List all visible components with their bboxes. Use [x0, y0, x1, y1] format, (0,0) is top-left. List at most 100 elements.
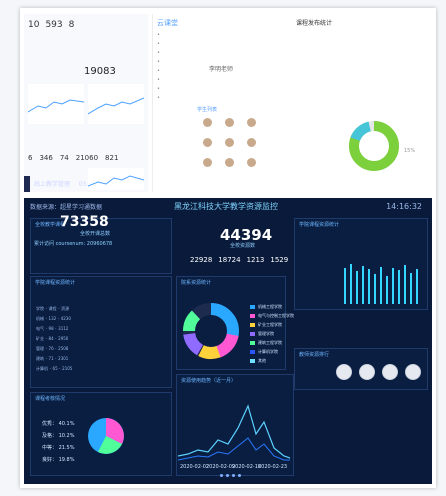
menu-item[interactable]: • [157, 41, 160, 47]
bottom-stat-2: 74 [59, 154, 69, 162]
date-0: 2020-02-02 [180, 464, 210, 470]
pagination-dots[interactable] [220, 474, 241, 477]
center-kpi-value: 44394 [220, 226, 273, 244]
date-fragment: 03.01 [79, 181, 96, 188]
left-kpi-value: 73358 [60, 214, 109, 230]
menu-item[interactable]: • [157, 32, 160, 38]
dark-dashboard: 数据来源：超星学习通数据 黑龙江科技大学教学资源监控 14:16:32 全校教学… [24, 198, 432, 484]
stats-row-bottom: 6 346 74 21060 821 [28, 154, 118, 162]
center-num-3: 1529 [270, 256, 289, 264]
donut-legend: 机械工程学院 电气与控制工程学院 矿业工程学院 管理学院 建筑工程学院 计算机学… [250, 302, 294, 365]
avatar [225, 138, 234, 147]
bar-box: 学院课程资源统计 [294, 218, 428, 310]
mini-chart-1 [27, 84, 85, 124]
pie-chart [88, 418, 124, 454]
menu-item[interactable]: • [157, 50, 160, 56]
pie-title: 课程考核情况 [35, 396, 66, 402]
bottom-stat-3: 21060 [75, 154, 99, 162]
left-kpi-label: 全校教学课程 [35, 222, 66, 228]
legend-item: 计算机学院 [250, 347, 294, 356]
stat-2: 8 [68, 20, 75, 30]
legend-item: 其他 [250, 356, 294, 365]
panel-header: 课程发布统计 [296, 20, 333, 27]
stat-1: 593 [45, 20, 63, 30]
stat-0: 10 [28, 20, 40, 30]
table-row: 矿业 ･ 84 ･ 2950 [36, 336, 69, 341]
bottom-stat-4: 821 [105, 154, 119, 162]
table-preview: 学院 ･ 课程 ･ 资源 机械 ･ 132 ･ 4230 电气 ･ 98 ･ 3… [36, 306, 72, 376]
clock: 14:16:32 [386, 202, 422, 211]
mini-chart-3 [87, 168, 145, 190]
dashboard-topbar: 数据来源：超星学习通数据 黑龙江科技大学教学资源监控 14:16:32 [24, 198, 432, 214]
legend-item: 矿业工程学院 [250, 320, 294, 329]
side-menu: • • • • • • • • [153, 32, 289, 104]
area-chart-icon [27, 99, 85, 113]
avatar [225, 118, 234, 127]
avatar [203, 138, 212, 147]
area-chart-icon [87, 175, 145, 187]
dashboard-title: 黑龙江科技大学教学资源监控 [174, 202, 278, 211]
dashboard-panel-middle: 云课堂 • • • • • • • • 李明老师 学生列表 [152, 14, 289, 192]
pie-label-0: 优秀： 40.1% [42, 421, 75, 427]
table-box: 学院课程资源统计 [30, 276, 172, 388]
pie-label-2: 中等： 21.5% [42, 445, 75, 451]
date-2: 2020-02-16 [232, 464, 262, 470]
teacher-avatar[interactable] [336, 364, 352, 380]
line-chart [178, 404, 290, 461]
table-row: 管理 ･ 76 ･ 2508 [36, 346, 69, 351]
avatar [247, 118, 256, 127]
bottom-stat-1: 346 [39, 154, 53, 162]
menu-item[interactable]: • [157, 68, 160, 74]
profile-name: 李明老师 [209, 66, 234, 73]
center-num-1: 18724 [218, 256, 241, 264]
avatar [247, 138, 256, 147]
left-kpi-sub: 全校开课总数 [80, 231, 111, 237]
center-kpi-row: 22928 18724 1213 1529 [190, 256, 288, 264]
legend-item: 机械工程学院 [250, 302, 294, 311]
table-title: 学院课程资源统计 [35, 280, 76, 286]
teacher-avatar[interactable] [405, 364, 421, 380]
avatar [203, 158, 212, 167]
app-title-bar: 线上教学管理 03.01 [24, 176, 96, 192]
legend-item: 管理学院 [250, 329, 294, 338]
center-kpi-sub: 全校资源数 [230, 243, 256, 249]
donut-title: 院系资源统计 [181, 280, 212, 286]
table-row: 电气 ･ 98 ･ 3112 [36, 326, 69, 331]
data-source: 数据来源：超星学习通数据 [30, 204, 103, 211]
avatar [203, 118, 212, 127]
donut-chart-icon [349, 121, 399, 171]
left-kpi-line: 累计访问 coursenum: 20960678 [34, 241, 113, 247]
screenshot-frame: 线上教学管理 03.01 10 593 8 19083 6 346 74 210… [20, 8, 436, 488]
stats-row: 10 593 8 [24, 14, 148, 36]
legend-item: 电气与控制工程学院 [250, 311, 294, 320]
line-title: 资源使用趋势（近一月） [181, 378, 237, 384]
bar-title: 学院课程资源统计 [299, 222, 340, 228]
dashboard-panel-right: 课程发布统计 15% [292, 14, 432, 192]
center-num-0: 22928 [190, 256, 213, 264]
bar-chart [342, 258, 424, 304]
area-chart-icon [87, 97, 145, 115]
date-3: 2020-02-23 [258, 464, 288, 470]
menu-item[interactable]: • [157, 95, 160, 101]
app-title: 线上教学管理 [34, 181, 71, 188]
menu-item[interactable]: • [157, 86, 160, 92]
big-number: 19083 [84, 66, 116, 77]
teacher-avatar[interactable] [382, 364, 398, 380]
teacher-photos [336, 364, 421, 380]
avatar [225, 158, 234, 167]
logo: 云课堂 [157, 19, 178, 27]
donut-percent: 15% [404, 148, 416, 154]
menu-item[interactable]: • [157, 59, 160, 65]
tab-label[interactable]: 学生列表 [197, 107, 218, 113]
teacher-avatar[interactable] [359, 364, 375, 380]
menu-item[interactable]: • [157, 77, 160, 83]
dashboard-panel-left: 线上教学管理 03.01 10 593 8 19083 6 346 74 210… [24, 14, 148, 192]
table-row: 机械 ･ 132 ･ 4230 [36, 316, 71, 321]
pie-label-1: 及格： 10.2% [42, 433, 75, 439]
photos-title: 教师资源排行 [299, 352, 330, 358]
mini-chart-2 [87, 84, 145, 124]
line-box: 资源使用趋势（近一月） [176, 374, 294, 476]
bottom-stat-0: 6 [28, 154, 33, 162]
left-kpi-box: 全校教学课程 [30, 218, 172, 274]
table-row: 建筑 ･ 71 ･ 2301 [36, 356, 69, 361]
